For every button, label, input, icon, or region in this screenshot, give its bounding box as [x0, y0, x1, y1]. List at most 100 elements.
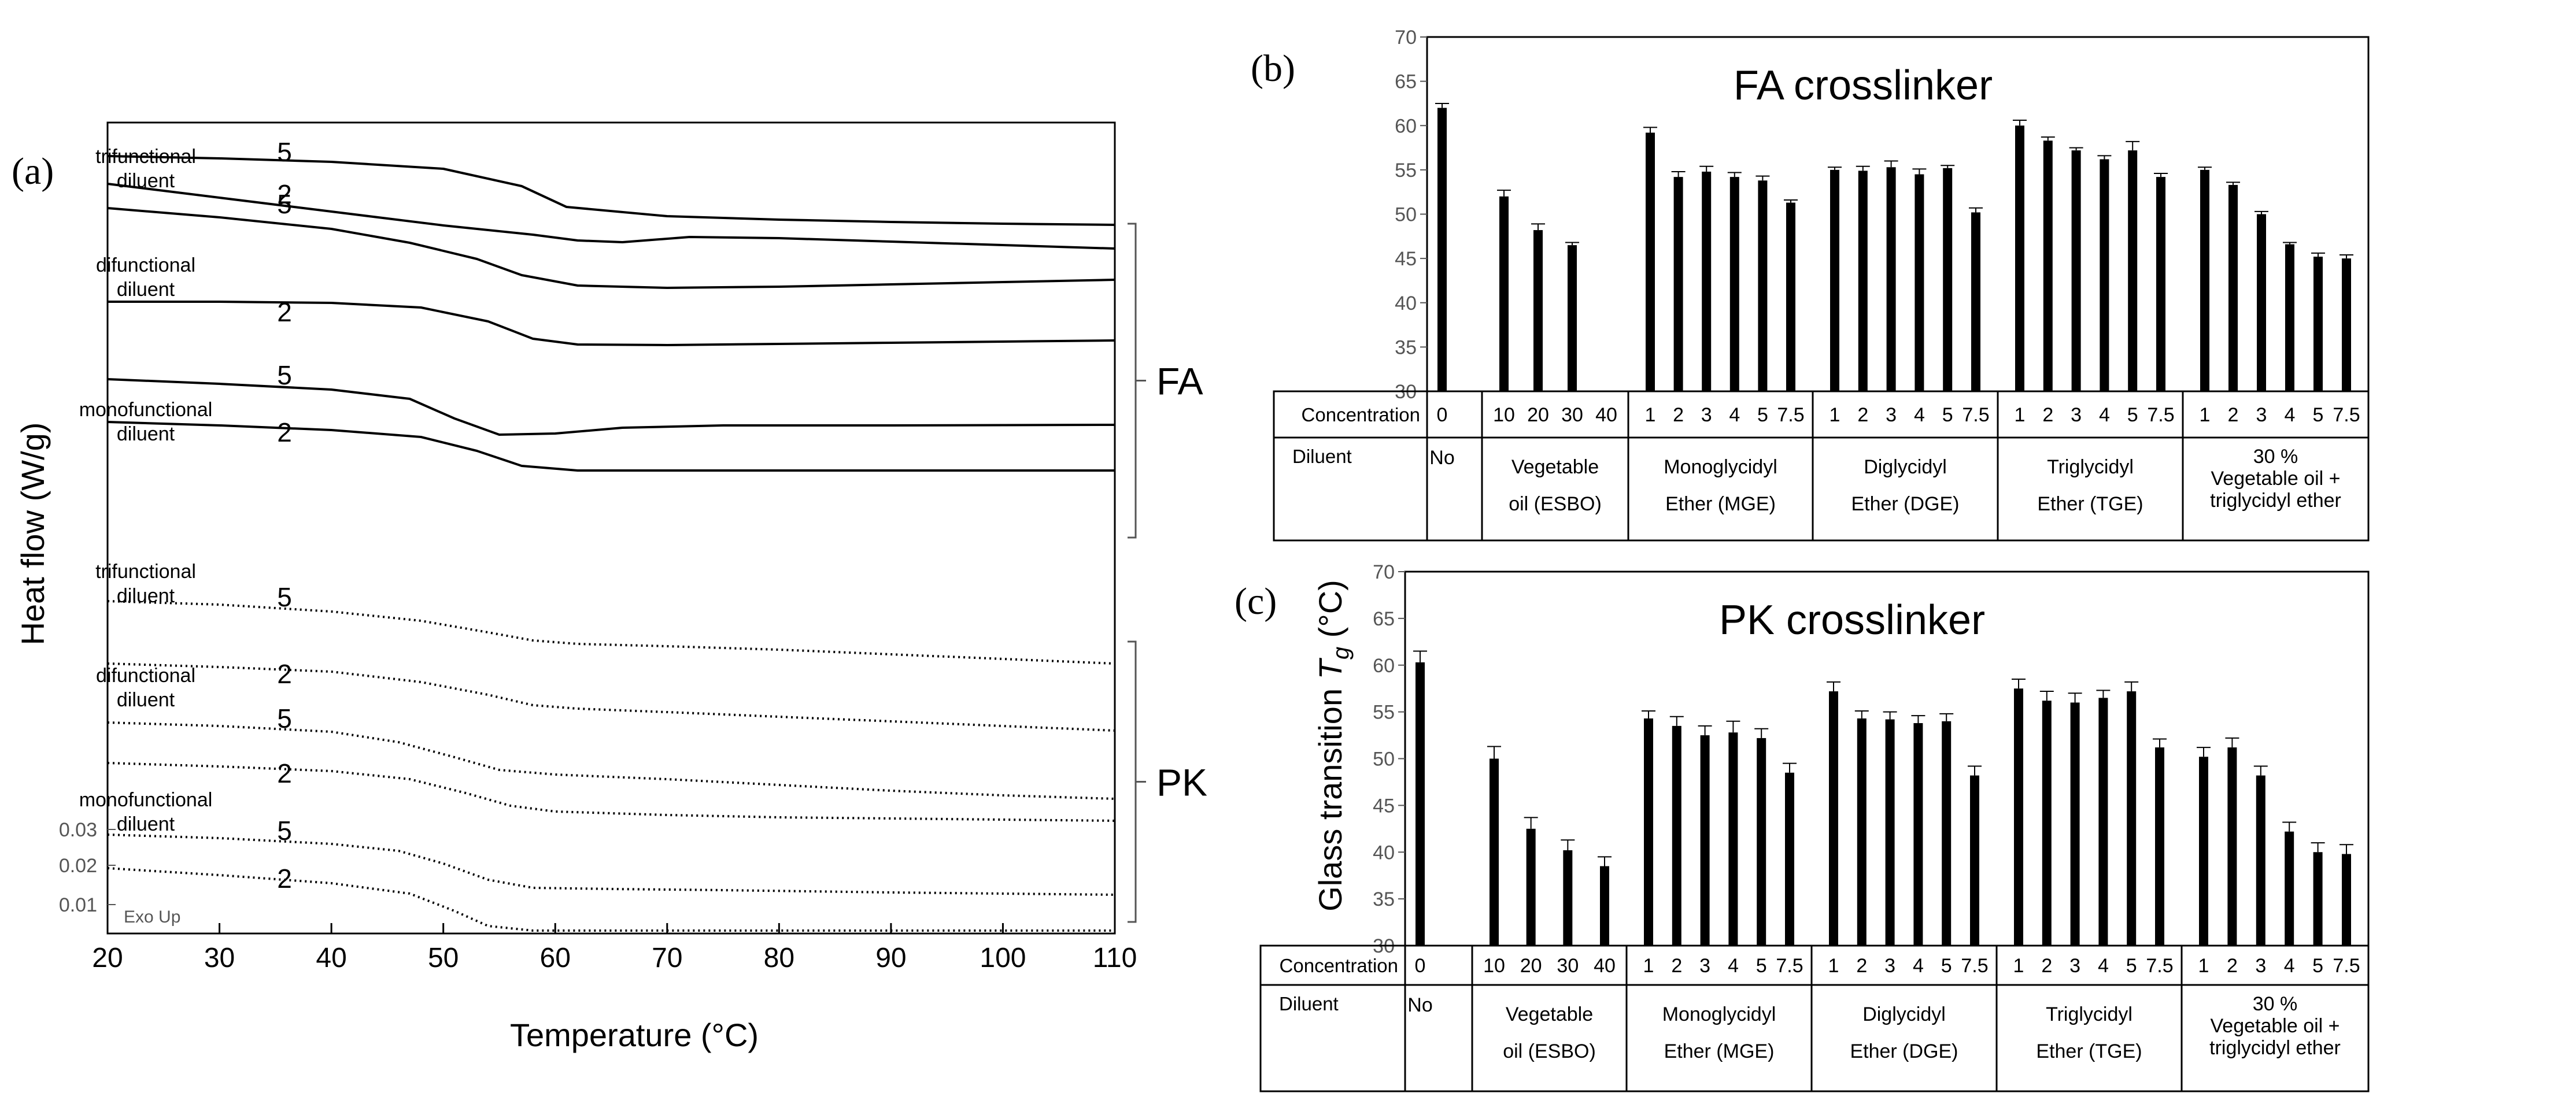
plot-frame: [106, 121, 1116, 935]
concentration-cell: 2: [1673, 404, 1684, 426]
dsc-trace-pk-trifunctional-5: [107, 600, 1115, 665]
dsc-trace-fa-monofunctional-5: [107, 378, 1115, 436]
bar: [1971, 212, 1980, 391]
concentration-cell: 1: [2013, 955, 2024, 977]
concentration-cell: 4: [2284, 955, 2295, 977]
row-header-diluent: Diluent: [1292, 446, 1352, 467]
bar: [2127, 691, 2137, 946]
bar: [2200, 169, 2209, 391]
row-header-diluent: Diluent: [1279, 993, 1339, 1014]
bar: [1885, 719, 1895, 946]
trace-concentration-label: 2: [277, 864, 292, 894]
diluent-label: diluent: [117, 813, 175, 835]
bar: [2313, 257, 2323, 391]
trace-concentration-label: 2: [277, 179, 292, 209]
bar: [2228, 184, 2238, 391]
y-tick-label: 50: [1373, 749, 1395, 770]
diluent-cell: oil (ESBO): [1509, 493, 1602, 515]
dsc-trace-fa-difunctional-5: [107, 207, 1115, 289]
concentration-cell: 5: [2127, 404, 2138, 426]
concentration-cell: 2: [2041, 955, 2052, 977]
chart-title: PK crosslinker: [1719, 597, 1985, 643]
dsc-trace-fa-monofunctional-2: [107, 421, 1115, 472]
bar: [2070, 702, 2080, 946]
y-axis-title: Heat flow (W/g): [14, 423, 51, 646]
bar: [1490, 758, 1499, 946]
bar: [1970, 775, 1979, 946]
concentration-cell: 3: [2069, 955, 2080, 977]
concentration-cell: 4: [1728, 955, 1739, 977]
dsc-trace-pk-trifunctional-2: [107, 662, 1115, 732]
concentration-cell: 5: [1757, 404, 1768, 426]
diluent-cell: No: [1407, 994, 1432, 1016]
x-tick-label: 50: [428, 943, 459, 973]
bar: [1786, 202, 1795, 391]
bar: [2285, 244, 2294, 391]
x-tick-label: 100: [980, 943, 1026, 973]
concentration-cell: 2: [1671, 955, 1682, 977]
y-tick-label: 65: [1395, 71, 1417, 93]
concentration-cell: 5: [2312, 955, 2323, 977]
concentration-cell: 5: [1756, 955, 1767, 977]
bar: [1758, 180, 1768, 391]
bar: [2257, 214, 2266, 391]
diluent-cell: triglycidyl ether: [2210, 490, 2341, 512]
diluent-cell: Ether (TGE): [2036, 1040, 2142, 1062]
trace-concentration-label: 5: [277, 189, 292, 219]
bar: [1729, 177, 1739, 391]
diluent-cell: triglycidyl ether: [2209, 1037, 2341, 1059]
bar: [1830, 169, 1839, 391]
concentration-cell: 2: [2042, 404, 2053, 426]
bar: [1526, 828, 1536, 946]
bar: [2042, 701, 2052, 946]
concentration-cell: 1: [2015, 404, 2026, 426]
y-tick-label: 60: [1373, 655, 1395, 677]
y-tick-label: 45: [1395, 248, 1417, 270]
y-tick-label: 70: [1373, 561, 1395, 583]
y-tick-label: 55: [1373, 702, 1395, 724]
diluent-cell: 30 %: [2253, 446, 2298, 468]
concentration-cell: 4: [1913, 955, 1924, 977]
scale-bar-label: 0.03: [59, 819, 97, 841]
bar: [1785, 772, 1794, 946]
y-tick-label: 40: [1395, 292, 1417, 314]
dsc-trace-pk-difunctional-5: [107, 721, 1115, 800]
concentration-cell: 1: [1830, 404, 1840, 426]
diluent-label: diluent: [117, 170, 175, 192]
diluent-cell: Triglycidyl: [2046, 1003, 2133, 1025]
bar: [1644, 718, 1653, 946]
bar: [2342, 854, 2351, 946]
diluent-label: difunctional: [96, 254, 195, 276]
concentration-cell: 5: [2126, 955, 2137, 977]
concentration-cell: 30: [1561, 404, 1583, 426]
diluent-cell: Vegetable oil +: [2211, 468, 2340, 490]
bar: [2256, 775, 2265, 946]
concentration-cell: 0: [1437, 404, 1448, 426]
y-tick-label: 40: [1373, 842, 1395, 864]
diluent-cell: Triglycidyl: [2047, 456, 2134, 478]
bar: [2199, 757, 2208, 946]
x-tick-label: 30: [204, 943, 235, 973]
concentration-cell: 7.5: [1961, 955, 1988, 977]
concentration-cell: 4: [1729, 404, 1740, 426]
x-tick-label: 40: [316, 943, 346, 973]
y-axis-title: Glass transition Tg (°C): [1312, 580, 1354, 912]
panel-letter: (c): [1235, 580, 1277, 623]
concentration-cell: 30: [1557, 955, 1579, 977]
diluent-cell: Monoglycidyl: [1664, 456, 1777, 478]
diluent-label: diluent: [117, 279, 175, 301]
bar: [1563, 850, 1573, 946]
bar: [1857, 718, 1867, 946]
y-tick-label: 50: [1395, 204, 1417, 226]
concentration-cell: 7.5: [1777, 404, 1804, 426]
dsc-trace-fa-trifunctional-5: [107, 155, 1115, 226]
concentration-cell: 5: [1941, 955, 1952, 977]
concentration-cell: 3: [1699, 955, 1710, 977]
bar: [1415, 662, 1425, 946]
trace-concentration-label: 5: [277, 816, 292, 846]
bar: [1533, 230, 1543, 391]
trace-concentration-label: 5: [277, 137, 292, 167]
bar: [1600, 866, 1609, 946]
bar: [1829, 691, 1838, 946]
diluent-label: diluent: [117, 689, 175, 711]
